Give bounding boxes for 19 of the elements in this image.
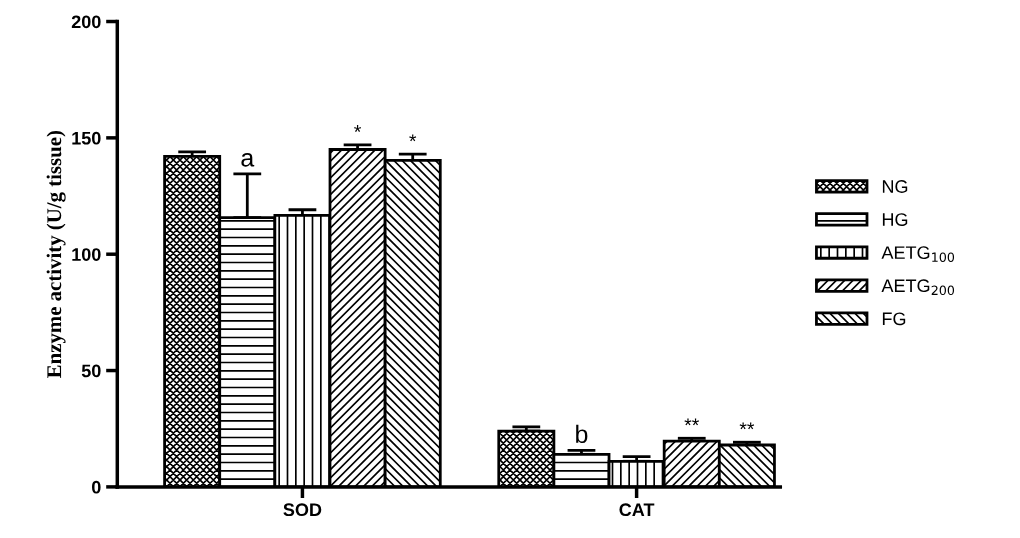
data-label: b <box>576 424 588 444</box>
x-tick-label: CAT <box>619 503 655 517</box>
legend-label: HG <box>882 213 908 226</box>
data-label: ** <box>739 422 755 430</box>
y-tick-label: 100 <box>72 248 101 261</box>
y-tick-label: 0 <box>92 480 101 494</box>
y-axis-title: Enzyme activity (U/g tissue) <box>46 131 66 378</box>
data-label: ** <box>684 418 700 426</box>
legend-label: AETG$_{200}$ <box>881 279 955 296</box>
legend-label: AETG$_{100}$ <box>881 246 955 262</box>
legend-label: FG <box>882 312 906 326</box>
data-label: * <box>354 125 362 132</box>
y-tick-label: 50 <box>81 364 101 378</box>
y-tick-label: 150 <box>72 131 101 145</box>
legend-label: NG <box>882 180 908 193</box>
data-label: * <box>409 134 417 142</box>
data-label: a <box>241 152 255 167</box>
y-tick-label: 200 <box>71 15 101 29</box>
x-tick-label: SOD <box>283 503 322 517</box>
